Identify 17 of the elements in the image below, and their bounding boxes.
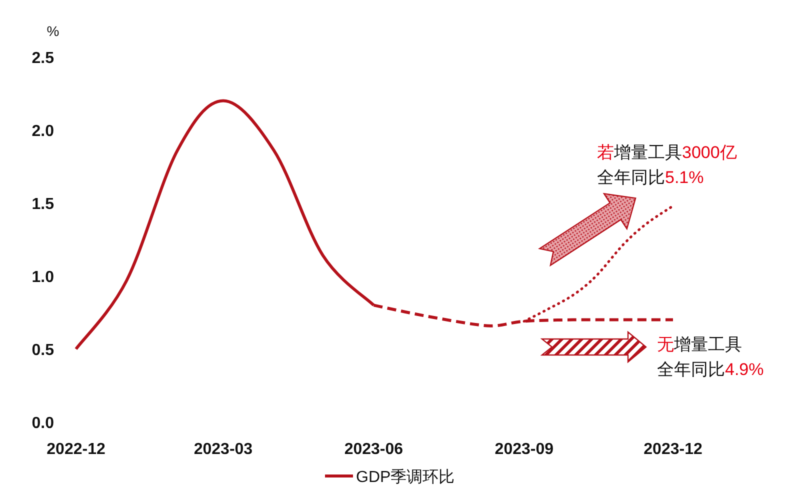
annotation: 全年同比4.9%	[657, 360, 764, 379]
x-tick-label: 2023-12	[644, 441, 702, 458]
x-tick-label: 2023-03	[194, 441, 253, 458]
x-tick-label: 2022-12	[46, 441, 106, 458]
y-tick-label: 2.5	[32, 50, 54, 67]
x-tick-label: 2023-06	[344, 441, 404, 458]
annotation: 无增量工具	[657, 335, 742, 354]
y-tick-label: 1.5	[32, 196, 54, 213]
y-tick-label: 2.0	[32, 123, 54, 140]
x-tick-label: 2023-09	[494, 441, 554, 458]
y-axis-title: %	[46, 23, 60, 39]
annotation: 若增量工具3000亿	[597, 143, 737, 162]
annotation: 全年同比5.1%	[597, 168, 704, 187]
y-tick-label: 0.0	[32, 415, 54, 432]
y-tick-label: 1.0	[32, 269, 54, 286]
y-tick-label: 0.5	[32, 342, 54, 359]
legend-label: GDP季调环比	[356, 468, 455, 486]
